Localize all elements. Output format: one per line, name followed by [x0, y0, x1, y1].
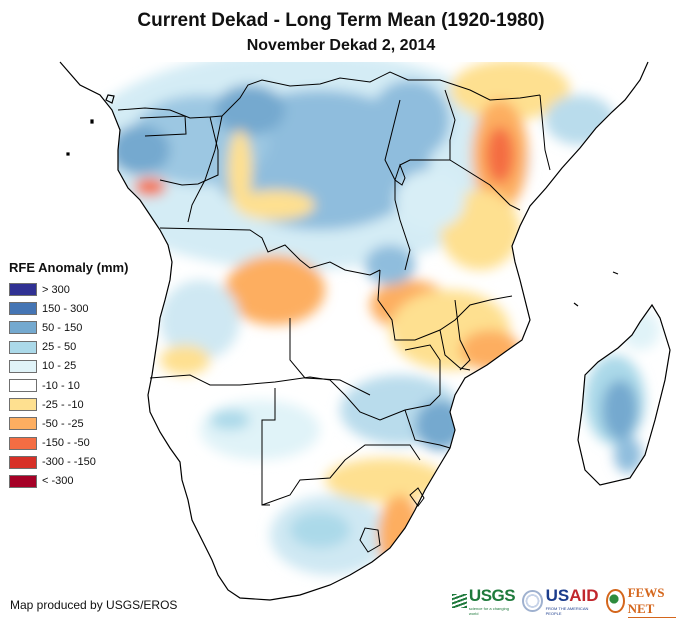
anomaly-map	[59, 61, 671, 601]
legend-swatch	[9, 379, 37, 393]
legend-item: -50 - -25	[9, 414, 128, 433]
legend-item: > 300	[9, 280, 128, 299]
usaid-suffix: AID	[569, 586, 599, 605]
coastlines	[59, 61, 671, 601]
legend-label: -150 - -50	[42, 437, 90, 450]
usgs-wordmark: USGS	[468, 586, 516, 605]
fewsnet-logo: FEWS NET	[606, 585, 676, 618]
legend-label: -10 - 10	[42, 379, 80, 392]
usgs-tagline: science for a changing world	[468, 606, 509, 616]
legend-swatch	[9, 340, 37, 354]
legend-swatch	[9, 283, 37, 297]
usaid-seal-icon	[522, 590, 543, 612]
legend-item: < -300	[9, 472, 128, 491]
legend-item: 10 - 25	[9, 357, 128, 376]
fewsnet-wordmark: FEWS NET	[627, 585, 676, 618]
legend-title: RFE Anomaly (mm)	[9, 260, 129, 275]
island-sao-tome	[90, 119, 94, 124]
legend-swatch	[9, 398, 37, 412]
legend-item: 150 - 300	[9, 299, 128, 318]
country-borders	[117, 71, 551, 553]
island-comoros	[573, 302, 579, 307]
map-subtitle: November Dekad 2, 2014	[246, 37, 436, 54]
usaid-logo: USAID FROM THE AMERICAN PEOPLE	[522, 586, 600, 616]
legend-label: 150 - 300	[42, 302, 89, 315]
legend-swatch	[9, 321, 37, 335]
legend-item: -300 - -150	[9, 453, 128, 472]
legend-swatch	[9, 474, 37, 488]
legend-label: < -300	[42, 475, 74, 488]
island-annobon	[66, 152, 70, 156]
madagascar-coastline	[577, 303, 671, 486]
legend-label: 10 - 25	[42, 360, 77, 373]
legend-swatch	[9, 436, 37, 450]
logos: USGS science for a changing world USAID …	[452, 585, 682, 618]
usgs-logo: USGS science for a changing world	[452, 586, 516, 616]
usaid-tagline: FROM THE AMERICAN PEOPLE	[545, 606, 589, 616]
legend-item: 50 - 150	[9, 318, 128, 337]
legend-label: -50 - -25	[42, 417, 84, 430]
usaid-wordmark: USAID	[546, 586, 601, 606]
island-seychelles	[612, 271, 619, 275]
bioko-island	[105, 94, 115, 104]
legend-item: 25 - 50	[9, 338, 128, 357]
legend-label: 50 - 150	[42, 321, 83, 334]
legend-swatch	[9, 359, 37, 373]
legend-item: -150 - -50	[9, 434, 128, 453]
usgs-wave-icon	[452, 594, 467, 608]
legend-label: -25 - -10	[42, 398, 84, 411]
legend-swatch	[9, 417, 37, 431]
legend-item: -25 - -10	[9, 395, 128, 414]
mainland-coastline	[59, 61, 649, 601]
usaid-prefix: US	[545, 586, 570, 605]
legend-label: > 300	[42, 283, 70, 296]
legend-item: -10 - 10	[9, 376, 128, 395]
globe-icon	[606, 589, 625, 613]
legend-swatch	[9, 455, 37, 469]
map-title: Current Dekad - Long Term Mean (1920-198…	[137, 10, 545, 31]
legend: RFE Anomaly (mm) > 300 150 - 300 50 - 150 2…	[9, 260, 128, 491]
legend-label: -300 - -150	[42, 456, 96, 469]
credit-text: Map produced by USGS/EROS	[10, 598, 178, 612]
legend-label: 25 - 50	[42, 341, 77, 354]
legend-swatch	[9, 302, 37, 316]
